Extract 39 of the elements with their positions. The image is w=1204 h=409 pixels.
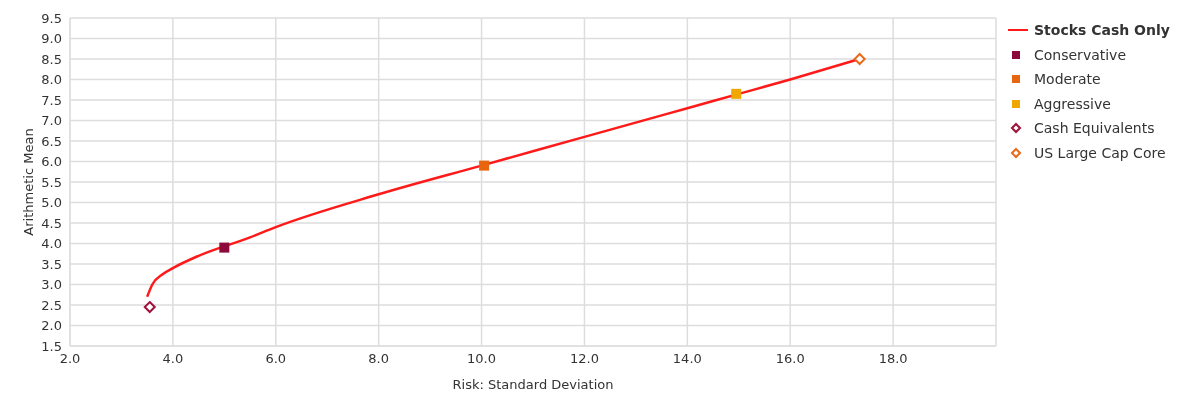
x-tick-label: 14.0: [672, 351, 702, 367]
point: [731, 88, 742, 99]
x-tick-label: 2.0: [59, 351, 81, 367]
y-tick-label: 8.5: [41, 51, 62, 67]
legend-label: Moderate: [1034, 71, 1101, 88]
y-tick-label: 5.5: [41, 174, 62, 190]
legend-label: Aggressive: [1034, 95, 1111, 112]
y-tick-label: 7.5: [41, 92, 62, 108]
y-tick-label: 1.5: [41, 338, 62, 354]
point: [479, 160, 490, 171]
y-tick-label: 3.5: [41, 256, 62, 272]
x-tick-label: 12.0: [569, 351, 599, 367]
y-tick-label: 6.5: [41, 133, 62, 149]
x-tick-label: 6.0: [265, 351, 287, 367]
point: [219, 242, 230, 253]
y-tick-label: 4.0: [41, 236, 62, 252]
x-tick-label: 8.0: [368, 351, 390, 367]
y-tick-label: 7.0: [41, 113, 62, 129]
y-tick-label: 9.0: [41, 31, 62, 47]
point: [143, 301, 156, 314]
point: [853, 53, 866, 65]
y-tick-label: 2.0: [41, 318, 62, 334]
legend-label: US Large Cap Core: [1034, 144, 1166, 161]
y-tick-label: 9.5: [41, 10, 62, 26]
x-tick-label: 10.0: [467, 351, 497, 367]
x-tick-label: 4.0: [162, 351, 184, 367]
legend-label: Cash Equivalents: [1034, 120, 1155, 137]
y-tick-label: 5.0: [41, 195, 62, 211]
y-tick-label: 6.0: [41, 154, 62, 170]
y-tick-label: 4.5: [41, 215, 62, 231]
x-axis-title: Risk: Standard Deviation: [452, 377, 614, 393]
x-tick-label: 18.0: [878, 351, 908, 367]
x-tick-label: 16.0: [775, 351, 805, 367]
legend-label: Stocks Cash Only: [1034, 22, 1170, 39]
legend-label: Conservative: [1034, 46, 1127, 63]
y-tick-label: 3.0: [41, 277, 62, 293]
y-axis-title: Arithmetic Mean: [20, 128, 36, 236]
y-tick-label: 8.0: [41, 72, 62, 88]
y-tick-label: 2.5: [41, 297, 62, 313]
